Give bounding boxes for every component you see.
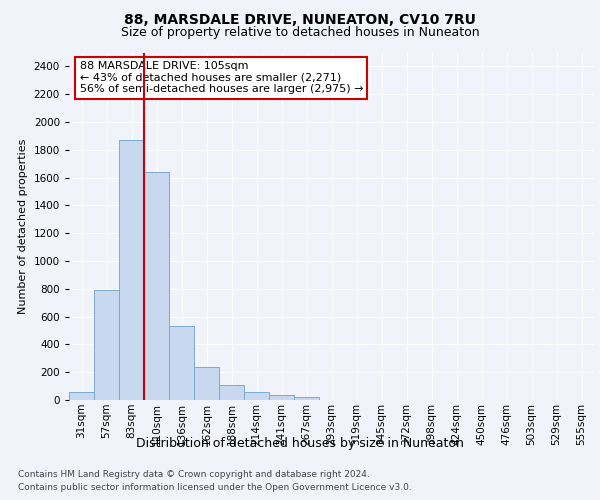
Bar	[294, 397, 319, 400]
Text: Contains HM Land Registry data © Crown copyright and database right 2024.: Contains HM Land Registry data © Crown c…	[18, 470, 370, 479]
Bar	[119, 140, 144, 400]
Bar	[244, 392, 269, 400]
Bar	[219, 384, 244, 400]
Bar	[194, 366, 219, 400]
Bar	[169, 326, 194, 400]
Text: Contains public sector information licensed under the Open Government Licence v3: Contains public sector information licen…	[18, 482, 412, 492]
Bar	[94, 290, 119, 400]
Y-axis label: Number of detached properties: Number of detached properties	[18, 138, 28, 314]
Text: 88 MARSDALE DRIVE: 105sqm
← 43% of detached houses are smaller (2,271)
56% of se: 88 MARSDALE DRIVE: 105sqm ← 43% of detac…	[79, 61, 363, 94]
Bar	[269, 395, 294, 400]
Bar	[69, 392, 94, 400]
Text: Size of property relative to detached houses in Nuneaton: Size of property relative to detached ho…	[121, 26, 479, 39]
Text: 88, MARSDALE DRIVE, NUNEATON, CV10 7RU: 88, MARSDALE DRIVE, NUNEATON, CV10 7RU	[124, 12, 476, 26]
Bar	[144, 172, 169, 400]
Text: Distribution of detached houses by size in Nuneaton: Distribution of detached houses by size …	[136, 438, 464, 450]
